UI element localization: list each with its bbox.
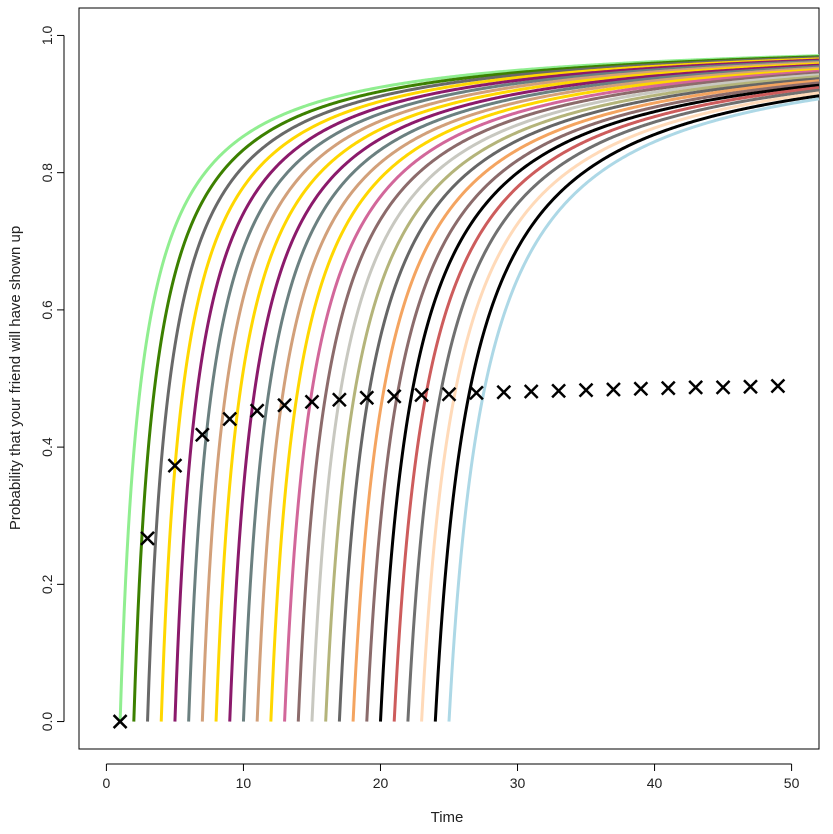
series-line-14: [296, 71, 820, 722]
x-marker-5: [222, 411, 238, 427]
x-tick-label: 20: [373, 775, 389, 791]
y-tick-label: 1.0: [39, 26, 55, 46]
series-line-10: [241, 65, 820, 722]
x-tick-label: 50: [784, 775, 800, 791]
x-tick-label: 10: [236, 775, 252, 791]
series-line-20: [378, 83, 820, 722]
series-line-11: [255, 66, 820, 722]
x-marker-25: [770, 378, 786, 394]
x-axis-title: Time: [431, 809, 464, 826]
series-line-13: [283, 69, 820, 722]
series-line-6: [187, 59, 820, 722]
x-marker-19: [606, 382, 621, 397]
x-tick-label: 40: [647, 775, 663, 791]
x-marker-14: [469, 385, 484, 401]
x-tick-label: 30: [510, 775, 526, 791]
series-layer: [118, 54, 820, 722]
x-marker-1: [112, 714, 128, 729]
x-axis: 0 10 20 30 40 50: [103, 763, 800, 791]
series-line-5: [173, 58, 820, 722]
x-marker-3: [167, 458, 183, 474]
x-marker-16: [523, 384, 539, 399]
x-marker-24: [743, 379, 758, 395]
y-tick-label: 0.2: [39, 574, 55, 594]
series-line-17: [337, 77, 820, 722]
series-line-19: [365, 81, 820, 722]
series-line-9: [228, 63, 820, 722]
x-marker-9: [331, 392, 347, 408]
x-marker-4: [194, 427, 210, 443]
series-line-8: [214, 62, 820, 722]
plot-frame: [78, 7, 820, 750]
x-marker-12: [414, 387, 429, 403]
series-line-7: [200, 61, 820, 722]
y-tick-label: 0.8: [39, 163, 55, 183]
y-tick-label: 0.4: [39, 437, 55, 457]
series-line-16: [324, 75, 820, 722]
y-axis: 0.0 0.2 0.4 0.6 0.8 1.0: [39, 26, 65, 732]
series-line-18: [351, 79, 820, 722]
series-line-23: [420, 91, 820, 722]
x-marker-22: [688, 380, 704, 395]
x-marker-20: [633, 381, 649, 397]
y-tick-label: 0.6: [39, 300, 55, 320]
series-line-21: [392, 86, 820, 722]
series-line-2: [132, 55, 820, 722]
y-axis-title: Probability that your friend will have s…: [7, 226, 24, 530]
x-marker-13: [441, 386, 457, 402]
marker-layer: [112, 378, 786, 729]
series-line-12: [269, 68, 820, 722]
x-marker-2: [140, 530, 155, 546]
x-marker-10: [359, 390, 375, 406]
x-marker-11: [386, 388, 402, 404]
series-line-15: [310, 73, 820, 722]
x-marker-21: [660, 380, 676, 396]
series-line-25: [447, 97, 820, 722]
x-marker-17: [551, 383, 567, 399]
x-marker-6: [249, 403, 265, 419]
series-line-24: [433, 94, 820, 722]
x-marker-23: [715, 380, 731, 395]
x-tick-label: 0: [103, 775, 111, 791]
series-line-22: [406, 88, 820, 722]
x-marker-8: [304, 394, 320, 410]
x-marker-18: [578, 382, 594, 398]
x-marker-15: [496, 384, 512, 400]
y-tick-label: 0.0: [39, 712, 55, 732]
x-marker-7: [277, 397, 292, 413]
